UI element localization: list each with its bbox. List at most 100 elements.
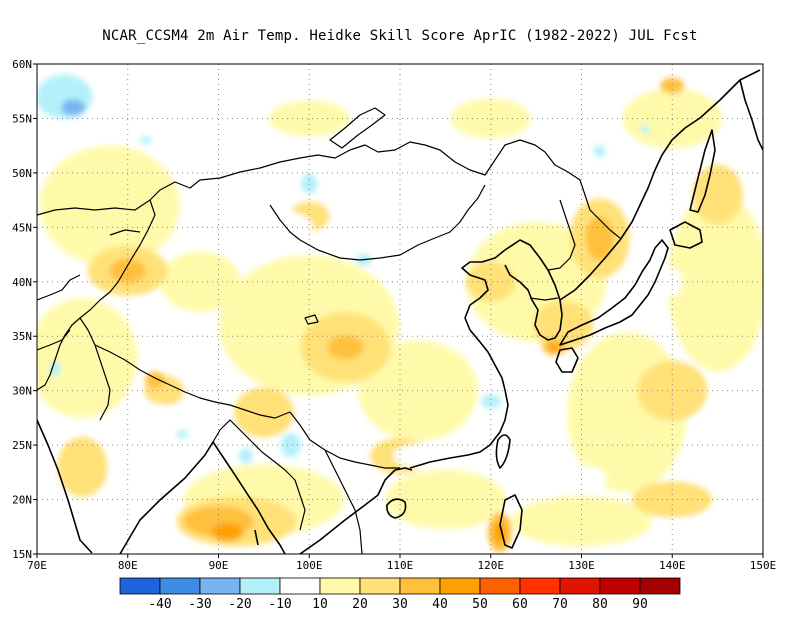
legend-label: 60 — [512, 597, 528, 612]
pakistan-india-border — [79, 317, 111, 421]
score-patch — [269, 100, 350, 137]
lon-tick-label: 130E — [568, 559, 595, 572]
score-patch — [450, 98, 531, 139]
lon-tick-label: 150E — [750, 559, 777, 572]
okhotsk-coast — [739, 79, 763, 151]
score-patch — [480, 394, 501, 409]
lon-tick-label: 140E — [659, 559, 686, 572]
bay-of-bengal-coast — [119, 441, 286, 554]
legend-swatch — [599, 577, 641, 595]
score-patch — [109, 258, 146, 283]
japan-hokkaido — [669, 221, 703, 249]
score-patch — [533, 300, 594, 351]
legend-swatch — [359, 577, 401, 595]
east-china-coast — [461, 249, 506, 391]
score-patch — [393, 444, 444, 468]
legend-swatch — [319, 577, 361, 595]
myanmar-border — [212, 419, 306, 531]
score-patch — [660, 77, 685, 94]
legend-label: 10 — [312, 597, 328, 612]
score-patch — [358, 340, 479, 441]
legend-label: 50 — [472, 597, 488, 612]
andaman-islands — [254, 529, 259, 546]
score-patch — [57, 436, 108, 497]
mongolia-china-border — [269, 184, 486, 261]
score-patch — [511, 496, 652, 547]
score-patch — [301, 173, 318, 194]
score-patch — [667, 191, 763, 372]
legend-label: -30 — [188, 597, 211, 612]
legend-label: 40 — [432, 597, 448, 612]
korea-peninsula — [504, 239, 563, 341]
score-patch — [37, 298, 138, 418]
borders — [37, 107, 621, 554]
legend-label: 30 — [392, 597, 408, 612]
lon-tick-label: 70E — [27, 559, 47, 572]
lat-lon-grid — [37, 64, 763, 554]
score-patch — [692, 164, 743, 225]
lon-tick-label: 120E — [478, 559, 505, 572]
laos-vietnam-border — [324, 449, 363, 554]
legend-label: 80 — [592, 597, 608, 612]
korea-dmz — [529, 297, 559, 301]
legend-label: 90 — [632, 597, 648, 612]
lat-tick-label: 25N — [12, 439, 32, 452]
color-legend: -40 -30 -20 -10 10 20 30 40 50 60 70 80 90 — [119, 577, 681, 612]
legend-swatch — [119, 577, 161, 595]
score-patch — [238, 448, 253, 464]
china-indochina-border — [289, 411, 400, 469]
lon-tick-label: 100E — [296, 559, 323, 572]
legend-label: -10 — [268, 597, 291, 612]
score-patch — [61, 99, 86, 116]
legend-swatch — [559, 577, 601, 595]
china-west-border — [37, 199, 156, 391]
mongolia-border — [199, 139, 621, 239]
score-patch — [160, 251, 241, 312]
legend-swatch — [199, 577, 241, 595]
legend-swatch — [399, 577, 441, 595]
hainan-island — [386, 498, 407, 519]
coastlines — [37, 69, 763, 554]
score-patch — [281, 433, 302, 458]
score-patch — [465, 261, 516, 302]
longitude-ticks: 70E 80E 90E 100E 110E 120E 130E 140E 150E — [27, 554, 776, 572]
lat-tick-label: 55N — [12, 112, 32, 125]
central-asia-borders — [37, 274, 81, 301]
score-patch — [640, 125, 651, 134]
score-field — [37, 64, 763, 554]
india-west-coast — [37, 419, 93, 554]
lat-tick-label: 60N — [12, 58, 32, 71]
lat-tick-label: 50N — [12, 167, 32, 180]
legend-swatch — [479, 577, 521, 595]
score-patch — [327, 335, 364, 360]
score-patch — [176, 430, 189, 439]
lat-tick-label: 30N — [12, 385, 32, 398]
legend-label: -20 — [228, 597, 251, 612]
score-patch — [120, 402, 171, 423]
map-title: NCAR_CCSM4 2m Air Temp. Heidke Skill Sco… — [102, 28, 698, 44]
lake-balkhash — [109, 229, 141, 236]
sakhalin-island — [689, 129, 716, 213]
taiwan-island — [495, 434, 511, 469]
afghanistan-border — [37, 329, 71, 351]
kazakhstan-russia-border — [37, 179, 201, 216]
score-patch — [233, 387, 294, 438]
score-patch — [556, 465, 607, 490]
lat-tick-label: 20N — [12, 494, 32, 507]
china-korea-border — [547, 199, 576, 271]
score-patch — [390, 174, 501, 215]
legend-label: 70 — [552, 597, 568, 612]
south-china-coast — [409, 389, 509, 469]
score-patch — [139, 136, 152, 145]
japan-kyushu — [555, 347, 579, 373]
legend-swatch — [519, 577, 561, 595]
lat-tick-label: 15N — [12, 548, 32, 561]
lon-tick-label: 90E — [209, 559, 229, 572]
lat-tick-label: 40N — [12, 276, 32, 289]
indochina-coast — [299, 467, 413, 554]
legend-label: 20 — [352, 597, 368, 612]
far-east-coast — [559, 69, 761, 301]
lat-tick-label: 45N — [12, 221, 32, 234]
legend-label: -40 — [148, 597, 171, 612]
